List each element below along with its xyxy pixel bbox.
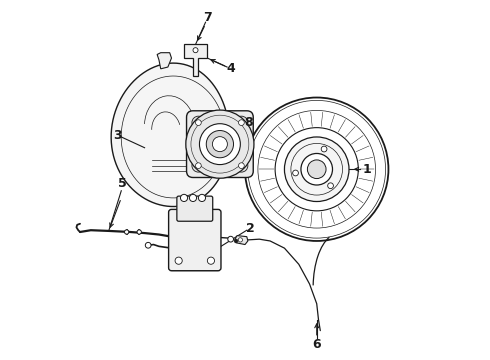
Text: 8: 8: [245, 116, 253, 129]
Circle shape: [192, 159, 205, 172]
Text: 6: 6: [313, 338, 321, 351]
Circle shape: [196, 120, 201, 126]
FancyBboxPatch shape: [187, 111, 253, 177]
Circle shape: [239, 163, 245, 168]
Circle shape: [193, 48, 198, 53]
Circle shape: [235, 159, 248, 172]
Circle shape: [192, 116, 205, 129]
FancyBboxPatch shape: [169, 210, 221, 271]
Text: 2: 2: [246, 222, 255, 235]
Polygon shape: [157, 53, 171, 69]
Circle shape: [190, 194, 196, 202]
Polygon shape: [184, 44, 207, 76]
Text: 7: 7: [203, 12, 212, 24]
Circle shape: [180, 194, 188, 202]
Circle shape: [124, 230, 129, 234]
Circle shape: [328, 183, 333, 189]
Text: 3: 3: [113, 129, 122, 142]
Circle shape: [196, 163, 201, 168]
Circle shape: [293, 170, 298, 176]
Circle shape: [206, 131, 234, 158]
Circle shape: [212, 137, 227, 152]
Circle shape: [238, 238, 243, 242]
Circle shape: [307, 160, 326, 179]
Circle shape: [228, 236, 234, 242]
Circle shape: [301, 153, 333, 185]
Circle shape: [137, 230, 141, 234]
Circle shape: [186, 110, 254, 178]
Polygon shape: [235, 235, 248, 244]
Circle shape: [239, 120, 245, 126]
Text: 5: 5: [118, 177, 127, 190]
Circle shape: [235, 116, 248, 129]
Circle shape: [234, 239, 238, 243]
FancyBboxPatch shape: [177, 196, 213, 221]
Text: 4: 4: [226, 62, 235, 75]
Circle shape: [175, 257, 182, 264]
Polygon shape: [111, 63, 229, 207]
Circle shape: [146, 242, 151, 248]
Circle shape: [321, 146, 327, 152]
Circle shape: [199, 124, 240, 165]
Circle shape: [198, 194, 205, 202]
Circle shape: [207, 257, 215, 264]
Circle shape: [285, 137, 349, 202]
Text: 1: 1: [363, 163, 371, 176]
